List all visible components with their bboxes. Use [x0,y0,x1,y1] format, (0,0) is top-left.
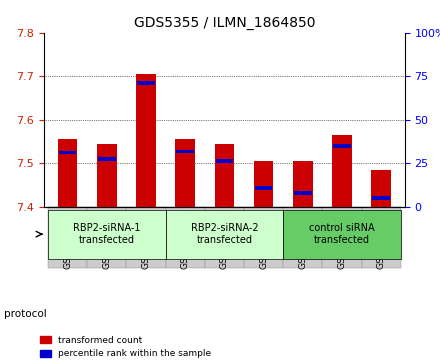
Bar [255,187,272,190]
Bar [58,139,77,207]
FancyBboxPatch shape [283,207,323,268]
Bar [136,74,156,207]
FancyBboxPatch shape [165,209,283,258]
Bar [98,157,116,161]
Bar [215,144,234,207]
Bar [176,139,195,207]
Bar [332,135,352,207]
FancyBboxPatch shape [205,207,244,268]
Bar [294,191,312,195]
Bar [333,144,351,148]
Legend: transformed count, percentile rank within the sample: transformed count, percentile rank withi… [40,336,211,359]
Bar [176,150,194,153]
Bar [254,161,273,207]
Bar [371,170,391,207]
FancyBboxPatch shape [323,207,362,268]
FancyBboxPatch shape [362,207,401,268]
Text: RBP2-siRNA-1
transfected: RBP2-siRNA-1 transfected [73,223,140,245]
FancyBboxPatch shape [244,207,283,268]
FancyBboxPatch shape [87,207,126,268]
Bar [137,81,155,85]
Title: GDS5355 / ILMN_1864850: GDS5355 / ILMN_1864850 [134,16,315,30]
FancyBboxPatch shape [283,209,401,258]
Bar [97,144,117,207]
Bar [372,196,390,200]
Text: control siRNA
transfected: control siRNA transfected [309,223,375,245]
FancyBboxPatch shape [48,207,87,268]
FancyBboxPatch shape [48,209,165,258]
FancyBboxPatch shape [126,207,165,268]
Bar [59,151,77,154]
FancyBboxPatch shape [165,207,205,268]
Bar [216,159,233,163]
Bar [293,161,313,207]
Text: RBP2-siRNA-2
transfected: RBP2-siRNA-2 transfected [191,223,258,245]
Text: protocol: protocol [4,309,47,319]
